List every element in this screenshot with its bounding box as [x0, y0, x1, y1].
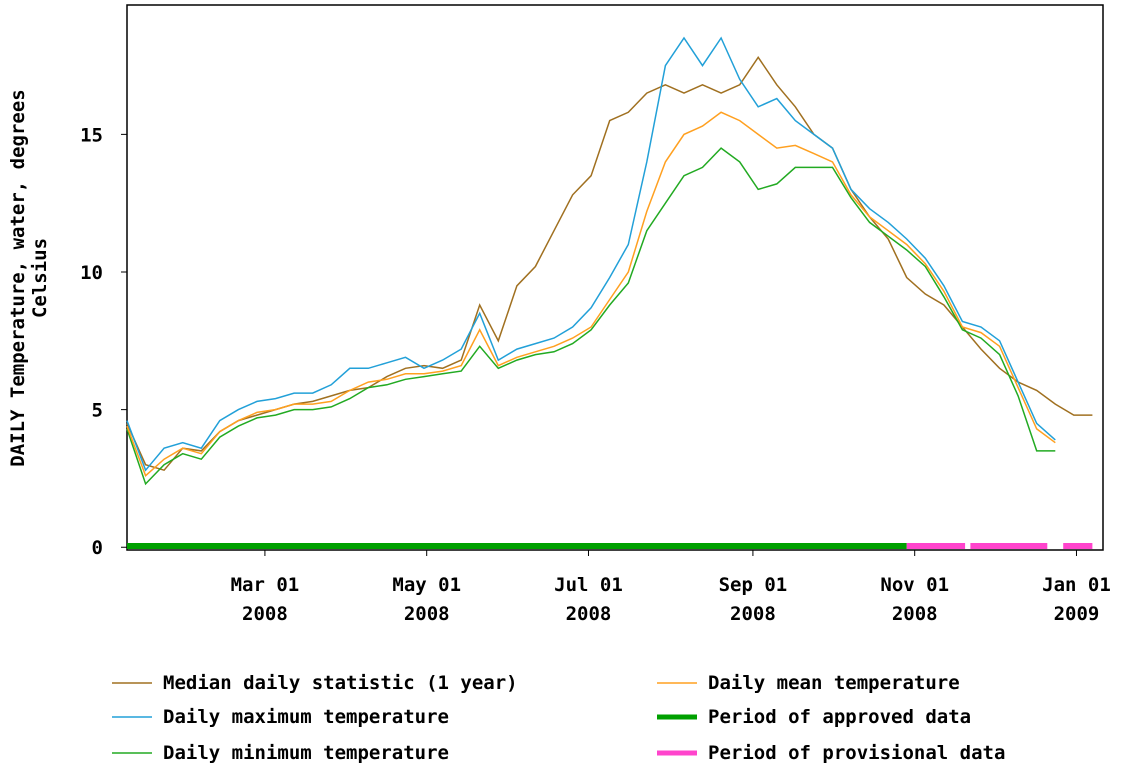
y-tick-label: 0	[92, 537, 103, 559]
y-tick-label: 15	[80, 124, 103, 146]
x-tick-label: 2008	[730, 603, 776, 625]
x-tick-label: Jul 01	[554, 574, 623, 596]
legend-label: Period of approved data	[708, 706, 971, 728]
legend-item: Period of approved data	[657, 706, 971, 728]
legend-label: Daily mean temperature	[708, 672, 960, 694]
y-tick-label: 10	[80, 262, 103, 284]
x-tick-label: 2008	[242, 603, 288, 625]
legend-label: Daily minimum temperature	[163, 742, 449, 764]
x-tick-label: May 01	[392, 574, 461, 596]
legend-label: Median daily statistic (1 year)	[163, 672, 518, 694]
x-tick-label: Jan 01	[1042, 574, 1111, 596]
x-tick-label: 2009	[1054, 603, 1100, 625]
x-tick-label: Nov 01	[880, 574, 949, 596]
legend-label: Period of provisional data	[708, 742, 1005, 764]
x-tick-label: Sep 01	[719, 574, 788, 596]
legend-item: Daily mean temperature	[657, 672, 960, 694]
period-bar	[1063, 543, 1093, 549]
y-tick-label: 5	[92, 400, 103, 422]
period-bar	[127, 543, 907, 549]
x-tick-label: 2008	[566, 603, 612, 625]
legend-item: Period of provisional data	[657, 742, 1005, 764]
y-axis-label: Celsius	[29, 238, 51, 318]
x-tick-label: Mar 01	[231, 574, 300, 596]
period-bar	[906, 543, 966, 549]
legend-item: Median daily statistic (1 year)	[112, 672, 518, 694]
legend-item: Daily minimum temperature	[112, 742, 449, 764]
y-axis-label: DAILY Temperature, water, degrees	[7, 89, 29, 467]
series-line	[126, 55, 1093, 472]
legend-label: Daily maximum temperature	[163, 706, 449, 728]
legend-item: Daily maximum temperature	[112, 706, 449, 728]
x-tick-label: 2008	[892, 603, 938, 625]
x-tick-label: 2008	[404, 603, 450, 625]
period-bar	[970, 543, 1048, 549]
plot-frame	[126, 4, 1104, 551]
